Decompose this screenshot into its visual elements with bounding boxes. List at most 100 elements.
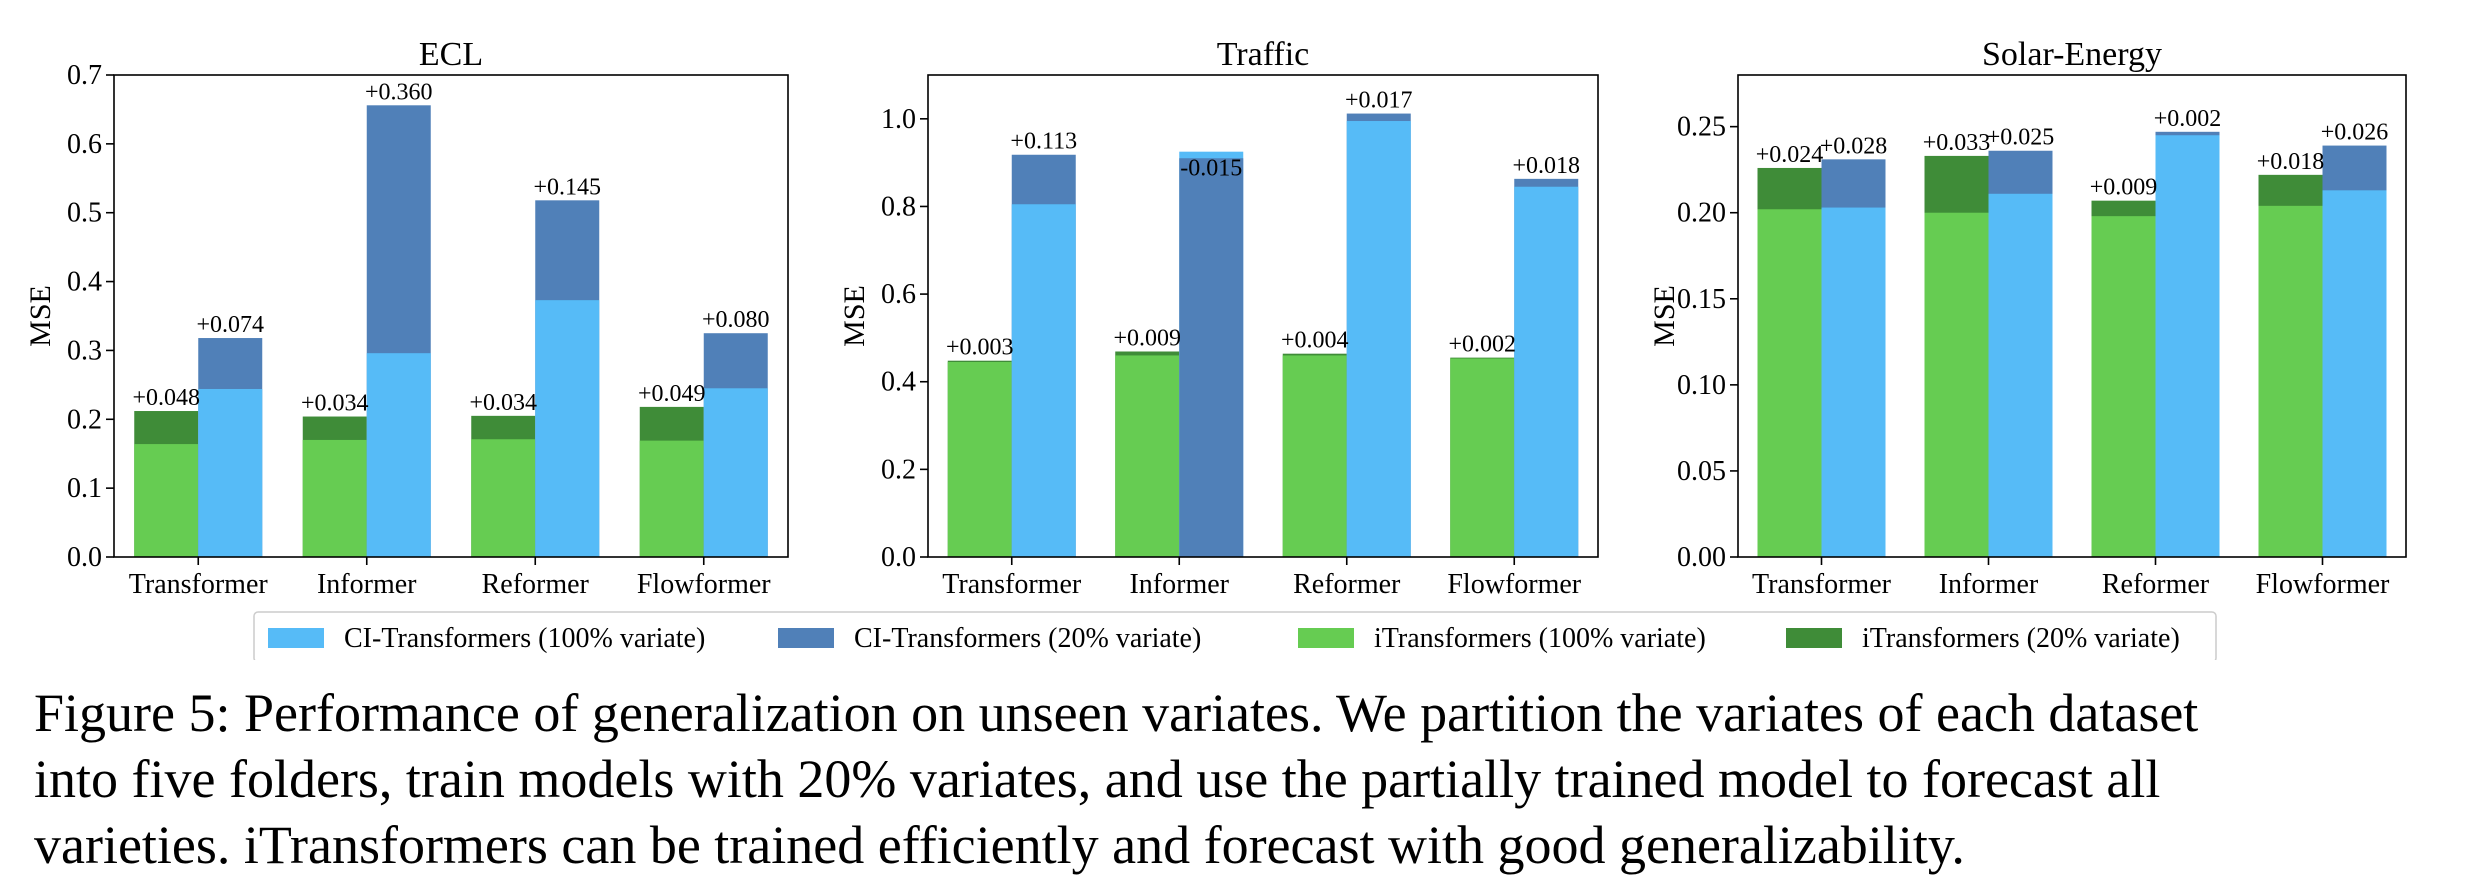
y-tick-label: 0.6 (67, 129, 102, 160)
chart-panel-traffic: Traffic MSE 0.0 0.2 0.4 0.6 0.8 1.0 +0.003 +0.113… (838, 36, 1599, 600)
data-label: +0.018 (2257, 149, 2325, 175)
y-tick-label: 1.0 (881, 104, 916, 135)
bar-itransformer-100pct (1115, 355, 1180, 557)
legend-label: CI-Transformers (100% variate) (344, 623, 705, 654)
caption-line: varieties. iTransformers can be trained … (34, 815, 1965, 875)
y-tick-label: 0.20 (1677, 198, 1726, 229)
data-label: +0.002 (1448, 332, 1516, 358)
data-label: +0.033 (1923, 130, 1991, 156)
legend-label: iTransformers (20% variate) (1862, 623, 2180, 654)
y-tick-label: 0.7 (67, 60, 102, 91)
y-tick-label: 0.05 (1677, 456, 1726, 487)
x-tick-label: Informer (1129, 569, 1229, 600)
data-label: +0.048 (132, 385, 200, 411)
data-label: -0.015 (1180, 156, 1242, 182)
data-label: +0.009 (1113, 325, 1181, 351)
data-label: +0.028 (1820, 133, 1888, 159)
y-tick-label: 0.8 (881, 191, 916, 222)
x-tick-label: Reformer (1293, 569, 1401, 600)
x-tick-label: Transformer (1752, 569, 1892, 600)
y-tick-label: 0.0 (881, 542, 916, 573)
data-label: +0.145 (533, 174, 601, 200)
bar-itransformer-100pct (302, 439, 367, 557)
y-axis-label: MSE (838, 285, 871, 347)
bar-itransformer-100pct (1757, 209, 1822, 557)
y-tick-label: 0.6 (881, 279, 916, 310)
bar-ci-transformer-100pct (703, 388, 768, 557)
y-tick-label: 0.25 (1677, 112, 1726, 143)
plot-frame (927, 74, 1599, 558)
x-tick-label: Reformer (482, 569, 590, 600)
x-tick-label: Reformer (2102, 569, 2210, 600)
data-label: +0.002 (2154, 106, 2222, 132)
x-tick-label: Informer (317, 569, 417, 600)
bar-itransformer-100pct (1282, 355, 1347, 557)
bar-ci-transformer-100pct (1346, 121, 1411, 557)
chart-panel-ecl: ECL MSE 0.0 0.1 0.2 0.3 0.4 0.5 0.6 0.7 +0.048 +0.0… (24, 36, 789, 600)
data-label: +0.018 (1512, 153, 1580, 179)
bar-itransformer-100pct (2091, 216, 2156, 557)
legend-label: CI-Transformers (20% variate) (854, 623, 1201, 654)
chart-title: Traffic (1217, 36, 1310, 73)
y-axis-label: MSE (24, 285, 57, 347)
figure-caption: Figure 5: Performance of generalization … (34, 680, 2434, 878)
bar-ci-transformer-100pct (2322, 190, 2387, 558)
y-tick-label: 0.00 (1677, 542, 1726, 573)
plot-frame (113, 74, 789, 558)
data-label: +0.034 (469, 390, 537, 416)
data-label: +0.025 (1987, 125, 2055, 151)
data-label: +0.080 (702, 307, 770, 333)
chart-figure: ECL MSE 0.0 0.1 0.2 0.3 0.4 0.5 0.6 0.7 +0.048 +0.0… (24, 36, 2407, 660)
caption-line: into five folders, train models with 20%… (34, 749, 2161, 809)
data-label: +0.360 (365, 79, 433, 105)
y-tick-label: 0.2 (67, 404, 102, 435)
legend-swatch (778, 628, 834, 648)
bar-ci-transformer-100pct (535, 300, 600, 557)
legend-swatch (1298, 628, 1354, 648)
data-label: +0.017 (1345, 88, 1413, 114)
legend-label: iTransformers (100% variate) (1374, 623, 1706, 654)
y-tick-label: 0.5 (67, 198, 102, 229)
chart-title: Solar-Energy (1982, 36, 2162, 73)
data-label: +0.034 (301, 391, 369, 417)
bar-ci-transformer-20pct (1179, 158, 1244, 557)
x-tick-label: Transformer (129, 569, 269, 600)
x-tick-label: Informer (1939, 569, 2039, 600)
bar-itransformer-100pct (2258, 205, 2323, 558)
y-axis-label: MSE (1648, 285, 1681, 347)
bar-ci-transformer-100pct (1514, 186, 1579, 557)
bar-ci-transformer-100pct (1011, 204, 1076, 557)
caption-line: Figure 5: Performance of generalization … (34, 683, 2199, 743)
bar-itransformer-100pct (947, 362, 1012, 557)
plot-frame (1737, 74, 2407, 558)
x-tick-label: Transformer (942, 569, 1082, 600)
y-tick-label: 0.0 (67, 542, 102, 573)
figure: ECL MSE 0.0 0.1 0.2 0.3 0.4 0.5 0.6 0.7 +0.048 +0.0… (24, 36, 2407, 660)
bar-ci-transformer-100pct (366, 353, 431, 557)
x-tick-label: Flowformer (2256, 569, 2390, 600)
y-tick-label: 0.15 (1677, 284, 1726, 315)
bar-itransformer-100pct (1924, 212, 1989, 557)
data-label: +0.074 (196, 312, 264, 338)
legend-box (253, 611, 2217, 660)
legend-swatch (1786, 628, 1842, 648)
data-label: +0.026 (2321, 120, 2389, 146)
bar-itransformer-100pct (471, 439, 536, 557)
bar-ci-transformer-100pct (1821, 207, 1886, 558)
y-tick-label: 0.2 (881, 454, 916, 485)
data-label: +0.009 (2090, 175, 2158, 201)
chart-title: ECL (419, 36, 483, 73)
chart-panel-solar-energy: Solar-Energy MSE 0.00 0.05 0.10 0.15 0.20 0.25 +… (1648, 36, 2407, 600)
legend: CI-Transformers (100% variate) CI-Transfo… (253, 611, 2217, 660)
data-label: +0.113 (1010, 129, 1077, 155)
bar-ci-transformer-100pct (2155, 135, 2220, 557)
bar-itransformer-100pct (1450, 358, 1515, 557)
y-tick-label: 0.4 (67, 267, 102, 298)
data-label: +0.024 (1756, 142, 1824, 168)
x-tick-label: Flowformer (637, 569, 771, 600)
legend-swatch (268, 628, 324, 648)
y-tick-label: 0.4 (881, 367, 916, 398)
bar-itransformer-100pct (134, 444, 199, 557)
bar-itransformer-100pct (639, 440, 704, 557)
data-label: +0.003 (946, 335, 1014, 361)
